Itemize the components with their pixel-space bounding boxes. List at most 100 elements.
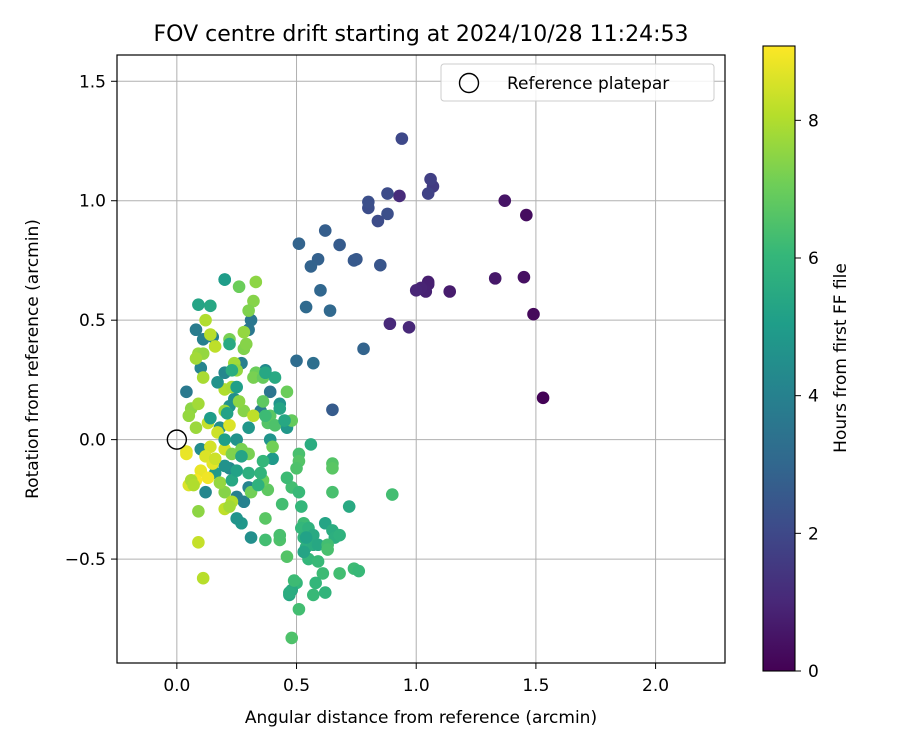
reference-layer [166, 429, 188, 450]
x-tick-label: 1.5 [522, 676, 549, 696]
data-point [290, 461, 303, 475]
data-point [273, 528, 287, 542]
data-point [192, 536, 205, 549]
data-point [498, 194, 512, 208]
y-axis-label: Rotation from reference (arcmin) [23, 219, 43, 499]
data-point [278, 414, 291, 427]
data-point [230, 512, 243, 525]
data-point [223, 500, 236, 513]
data-point [342, 500, 356, 513]
data-point [208, 452, 222, 466]
data-point [443, 285, 457, 298]
data-point [381, 187, 394, 200]
data-point [333, 567, 346, 580]
data-point [232, 395, 246, 408]
data-point [225, 473, 239, 487]
colorbar-ticks: 0 2 4 6 8 [795, 111, 819, 682]
data-point [249, 275, 263, 289]
data-point [275, 497, 289, 511]
colorbar-tick-label: 8 [808, 111, 819, 131]
data-point [517, 270, 531, 284]
data-point [237, 325, 251, 339]
data-point [316, 567, 330, 580]
data-point [242, 466, 255, 480]
data-point [230, 433, 243, 446]
colorbar-tick-label: 6 [808, 249, 819, 269]
data-point [536, 391, 550, 405]
data-point [208, 340, 222, 353]
data-point [333, 238, 346, 252]
y-tick-label: 1.0 [79, 192, 106, 212]
colorbar-tick-label: 2 [808, 524, 819, 544]
y-axis-ticks: −0.5 0.0 0.5 1.0 1.5 [65, 72, 117, 570]
legend: Reference platepar [440, 63, 715, 102]
data-point [211, 375, 224, 389]
data-point [196, 371, 210, 384]
x-tick-label: 0.0 [163, 676, 190, 696]
data-point [247, 409, 260, 423]
data-point [268, 371, 282, 384]
data-point [424, 172, 437, 186]
data-point [254, 466, 267, 480]
data-point [244, 531, 258, 544]
data-point [283, 586, 296, 599]
data-point [357, 342, 370, 356]
data-point [292, 237, 306, 251]
data-point [204, 440, 217, 454]
data-point [196, 571, 210, 585]
data-point [393, 189, 406, 203]
data-point [242, 421, 255, 434]
data-point [182, 409, 196, 423]
x-tick-label: 2.0 [642, 676, 669, 696]
colorbar-label: Hours from first FF file [831, 263, 851, 453]
data-point [383, 317, 397, 331]
data-point [218, 433, 232, 446]
data-point [239, 337, 253, 351]
data-point [362, 195, 375, 209]
x-axis-label: Angular distance from reference (arcmin) [245, 708, 597, 728]
x-tick-label: 1.0 [403, 676, 430, 696]
colorbar-tick-label: 0 [808, 662, 819, 682]
legend-label-reference: Reference platepar [507, 74, 669, 94]
data-point [292, 485, 306, 499]
data-point [402, 321, 416, 334]
data-point [237, 404, 251, 418]
data-point [187, 478, 200, 492]
data-point [266, 452, 279, 466]
data-point [409, 284, 423, 297]
data-point [259, 512, 272, 525]
data-point [225, 364, 239, 377]
data-point [218, 485, 232, 499]
data-point [235, 450, 248, 463]
data-point [520, 208, 533, 222]
colorbar-tick-label: 4 [808, 387, 819, 407]
data-point [199, 313, 212, 327]
reference-platepar-marker [166, 429, 188, 450]
data-point [314, 284, 327, 297]
data-point [251, 478, 265, 492]
data-point [309, 576, 322, 590]
y-tick-label: 0.5 [79, 311, 106, 331]
data-point [374, 258, 387, 272]
data-point [273, 402, 287, 415]
data-point [326, 403, 339, 417]
y-tick-label: 0.0 [79, 431, 106, 451]
data-point [223, 337, 236, 351]
data-point [259, 366, 272, 380]
data-point [218, 459, 232, 473]
data-point [220, 407, 234, 420]
data-point [256, 454, 270, 468]
data-point [297, 545, 311, 559]
data-point [488, 272, 502, 285]
data-point [204, 299, 217, 313]
legend-marker-reference [458, 72, 480, 94]
data-point [192, 397, 205, 411]
plot-frame [116, 54, 726, 664]
data-point [192, 504, 205, 518]
data-point [318, 586, 332, 599]
data-point [180, 447, 193, 461]
data-point [242, 304, 255, 317]
data-point [326, 485, 339, 499]
data-point [421, 187, 435, 200]
